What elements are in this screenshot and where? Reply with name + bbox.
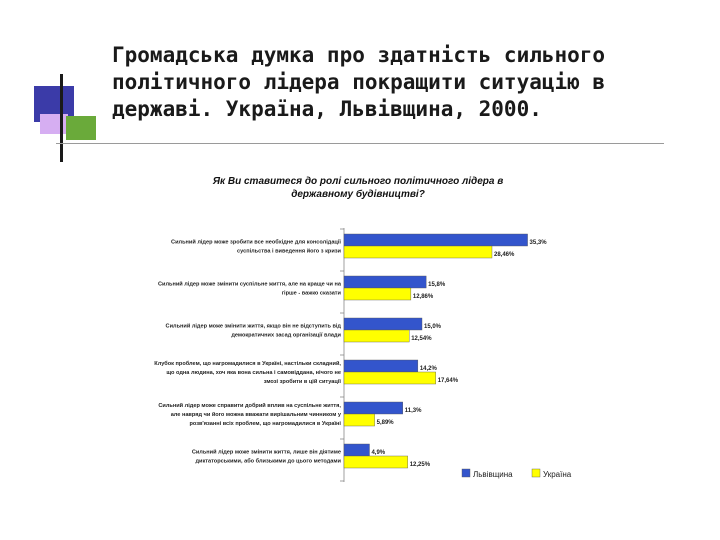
legend: Львівщина Україна [461,468,572,479]
category-labels: Сильний лідер може зробити все необхідне… [154,239,342,465]
category-label: але навряд чи його можна вважати вирішал… [171,411,342,418]
chart-title-line: державному будівництві? [291,188,425,200]
category-label: Сильний лідер може змінити життя, якщо в… [166,323,342,330]
deco-vertical-line [60,74,63,162]
category-label: Сильний лідер може змінити суспільне жит… [158,281,342,288]
legend-swatch-ukraine [531,468,541,478]
bar-lviv [343,401,403,415]
category-label: Сильний лідер може зробити все необхідне… [171,239,341,246]
chart-title-line: Як Ви ставитеся до ролі сильного політич… [212,176,504,187]
category-label: розв'язанні всіх проблем, що нагромадили… [189,420,341,427]
bars [343,233,528,469]
bar-ukraine [343,245,493,259]
bar-ukraine [343,455,408,469]
chart-title: Як Ви ставитеся до ролі сильного політич… [212,176,504,200]
title-divider [56,143,664,144]
value-label: 11,3% [405,408,422,414]
bar-ukraine [343,413,375,427]
legend-label: Львівщина [473,470,513,479]
deco-square-green [66,116,96,140]
value-label: 17,64% [438,378,459,384]
value-label: 28,46% [494,252,515,258]
bar-lviv [343,443,370,457]
bar-lviv [343,233,528,247]
value-label: 12,54% [411,336,432,342]
category-label: суспільства і виведення його з кризи [237,248,342,255]
category-label: демократичних засад організації влади [231,333,341,339]
value-label: 15,8% [428,282,446,288]
bar-ukraine [343,329,410,343]
bar-ukraine [343,371,436,385]
value-label: 4,9% [371,450,385,456]
value-label: 5,89% [377,420,395,426]
value-label: 15,0% [424,324,442,330]
bar-lviv [343,275,427,289]
bar-lviv [343,359,419,373]
category-label: Клубок проблем, що нагромадилися в Украї… [154,360,341,367]
category-label: що одна людина, хоч яка вона сильна і са… [166,370,341,376]
category-label: гірше - важко сказати [282,291,342,297]
value-labels: 35,3% 28,46% 15,8% 12,86% 15,0% 12,54% 14,2%17… [371,240,547,468]
slide-title: Громадська думка про здатність сильного … [112,43,606,121]
category-label: Сильний лідер може змінити життя, лише в… [192,449,341,456]
value-label: 14,2% [420,366,438,372]
bar-lviv [343,317,423,331]
category-ticks [340,228,344,482]
legend-label: Україна [543,470,572,479]
category-label: змозі зробити в цій ситуації [264,378,342,385]
value-label: 12,25% [410,462,431,468]
value-label: 35,3% [530,240,548,246]
category-label: Сильний лідер може справити добрий вплив… [158,402,341,409]
value-label: 12,86% [413,294,434,300]
category-label: диктаторськими, або близькими до цього м… [195,458,341,465]
bar-ukraine [343,287,412,301]
legend-swatch-lviv [461,468,471,478]
